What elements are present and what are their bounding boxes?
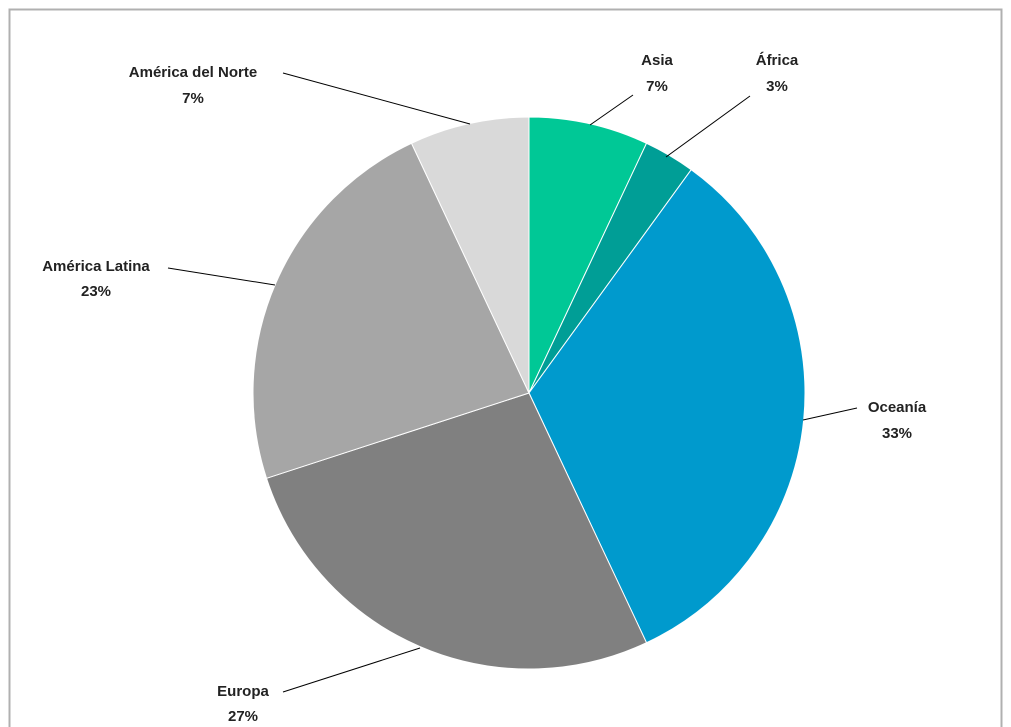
pie-slice xyxy=(252,142,530,479)
leader-line xyxy=(282,72,471,125)
slice-value-label: 27% xyxy=(228,708,258,725)
pie-slice xyxy=(528,116,648,394)
leader-line xyxy=(282,647,421,693)
pie-slice xyxy=(528,169,806,644)
slice-label: África xyxy=(756,52,799,69)
slice-value-label: 3% xyxy=(766,78,788,95)
leader-line xyxy=(589,94,634,126)
slice-value-label: 23% xyxy=(81,283,111,300)
leader-line xyxy=(802,407,858,421)
leader-line xyxy=(167,267,276,286)
slice-value-label: 33% xyxy=(882,425,912,442)
slice-label: América del Norte xyxy=(129,64,257,81)
pie-slice xyxy=(265,392,648,670)
slice-value-label: 7% xyxy=(182,90,204,107)
slice-label: Oceanía xyxy=(868,399,927,416)
slice-label: Europa xyxy=(217,683,269,700)
slice-value-label: 7% xyxy=(646,78,668,95)
leader-line xyxy=(665,95,751,158)
slice-label: Asia xyxy=(641,52,673,69)
slice-label: América Latina xyxy=(42,258,150,275)
